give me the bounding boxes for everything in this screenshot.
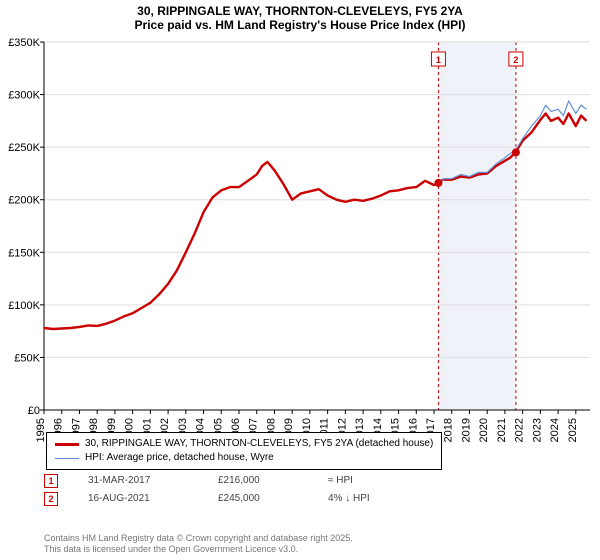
legend-item: 30, RIPPINGALE WAY, THORNTON-CLEVELEYS, …: [55, 437, 433, 451]
title-line-2: Price paid vs. HM Land Registry's House …: [0, 18, 600, 32]
svg-text:2: 2: [513, 55, 518, 65]
legend-item: HPI: Average price, detached house, Wyre: [55, 451, 433, 465]
svg-text:£300K: £300K: [8, 90, 40, 102]
svg-text:2025: 2025: [567, 418, 579, 442]
legend-swatch: [55, 443, 79, 446]
svg-text:2021: 2021: [496, 418, 508, 442]
svg-text:£250K: £250K: [8, 142, 40, 154]
svg-text:2024: 2024: [549, 418, 561, 442]
legend-label: 30, RIPPINGALE WAY, THORNTON-CLEVELEYS, …: [85, 437, 433, 451]
event-comparison: 4% ↓ HPI: [328, 490, 408, 508]
svg-text:2023: 2023: [531, 418, 543, 442]
svg-text:£150K: £150K: [8, 247, 40, 259]
chart-svg: £0£50K£100K£150K£200K£250K£300K£350K1995…: [0, 34, 600, 454]
svg-text:£350K: £350K: [8, 37, 40, 49]
chart-area: £0£50K£100K£150K£200K£250K£300K£350K1995…: [0, 34, 600, 454]
title-line-1: 30, RIPPINGALE WAY, THORNTON-CLEVELEYS, …: [0, 4, 600, 18]
svg-text:£50K: £50K: [14, 352, 40, 364]
event-price: £216,000: [218, 472, 298, 490]
legend-swatch: [55, 458, 79, 459]
event-marker-box: 2: [44, 492, 58, 506]
table-row: 2 16-AUG-2021 £245,000 4% ↓ HPI: [44, 490, 408, 508]
event-comparison: ≈ HPI: [328, 472, 408, 490]
legend: 30, RIPPINGALE WAY, THORNTON-CLEVELEYS, …: [46, 432, 442, 470]
svg-text:£100K: £100K: [8, 300, 40, 312]
svg-text:£200K: £200K: [8, 195, 40, 207]
root: 30, RIPPINGALE WAY, THORNTON-CLEVELEYS, …: [0, 0, 600, 560]
legend-label: HPI: Average price, detached house, Wyre: [85, 451, 274, 465]
svg-text:2020: 2020: [478, 418, 490, 442]
attribution-line-2: This data is licensed under the Open Gov…: [44, 544, 353, 556]
chart-title: 30, RIPPINGALE WAY, THORNTON-CLEVELEYS, …: [0, 0, 600, 34]
event-date: 16-AUG-2021: [88, 490, 188, 508]
svg-text:2018: 2018: [443, 418, 455, 442]
attribution: Contains HM Land Registry data © Crown c…: [44, 533, 353, 556]
table-row: 1 31-MAR-2017 £216,000 ≈ HPI: [44, 472, 408, 490]
event-price: £245,000: [218, 490, 298, 508]
event-date: 31-MAR-2017: [88, 472, 188, 490]
svg-text:£0: £0: [28, 405, 40, 417]
svg-text:2019: 2019: [460, 418, 472, 442]
events-table: 1 31-MAR-2017 £216,000 ≈ HPI 2 16-AUG-2021 £24…: [44, 472, 408, 508]
svg-text:1: 1: [436, 55, 441, 65]
attribution-line-1: Contains HM Land Registry data © Crown c…: [44, 533, 353, 545]
event-marker-box: 1: [44, 474, 58, 488]
svg-text:2022: 2022: [514, 418, 526, 442]
